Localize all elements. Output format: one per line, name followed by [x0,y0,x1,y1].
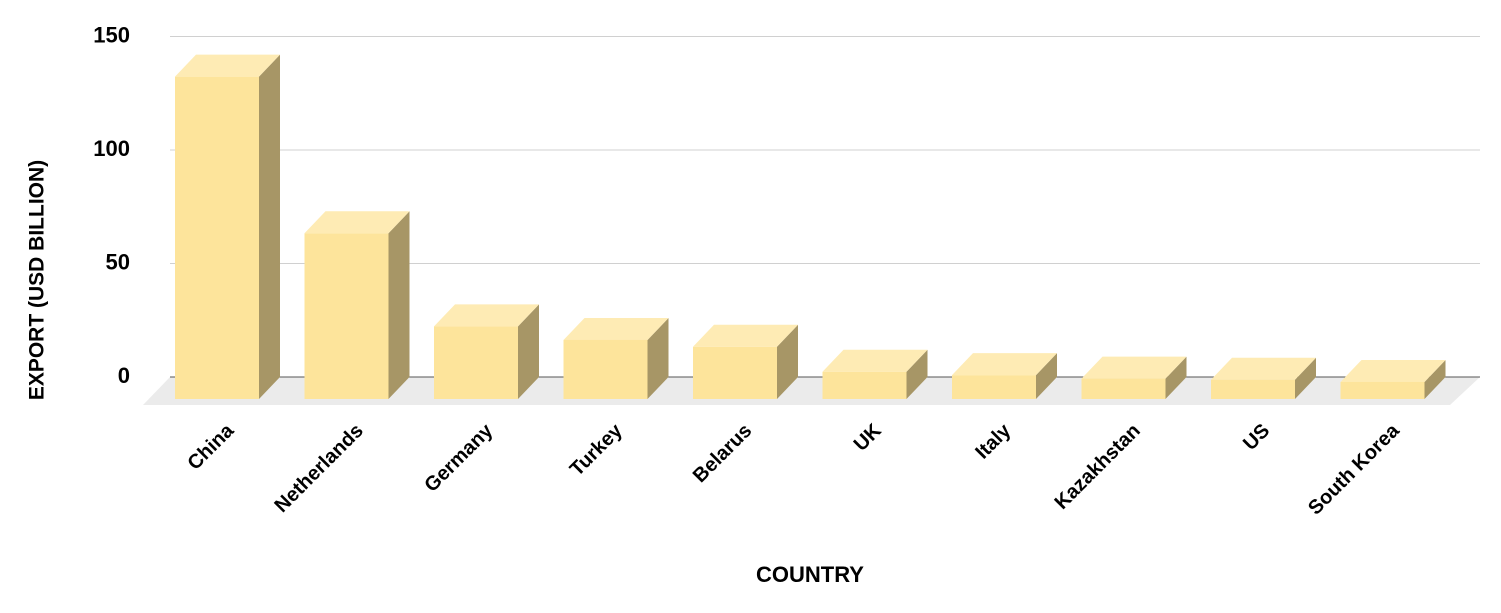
bar-top [822,349,928,372]
x-tick-label: US [1239,420,1274,455]
bar [1340,381,1425,399]
x-tick-label: South Korea [1304,419,1404,519]
bar-side [1424,359,1446,399]
bar-top [434,304,539,327]
bar-side [906,349,928,399]
y-tick-label: 50 [106,249,130,274]
x-tick-label: UK [850,419,886,455]
bar-top [1081,356,1187,379]
bar-top [563,317,669,340]
bar-side [259,54,280,399]
bar-side [777,324,798,399]
y-tick-label: 0 [118,363,130,388]
y-axis-title: EXPORT (USD BILLION) [26,160,49,400]
x-tick-label: Belarus [689,420,756,487]
bar-top [1211,357,1316,380]
bar-side [1165,356,1187,399]
bar-side [1295,357,1316,399]
bar [434,326,518,399]
x-tick-label: Netherlands [270,420,367,517]
bar [693,346,777,399]
bar [952,375,1036,399]
bar-top [1340,359,1446,382]
x-tick-label: Turkey [566,419,628,481]
bar [175,76,259,399]
y-tick-label: 150 [93,22,130,47]
bar-top [304,211,410,234]
bar-top [952,353,1057,376]
x-tick-label: Germany [420,419,497,496]
bar [563,339,648,399]
bar-side [647,317,669,399]
x-tick-label: China [183,419,238,474]
x-tick-label: Kazakhstan [1051,420,1145,514]
bar-side [1036,353,1057,399]
bar [822,371,907,399]
bar-side [518,304,539,399]
x-tick-label: Italy [971,419,1015,463]
y-tick-label: 100 [93,136,130,161]
bar [1081,378,1166,399]
bar [1211,379,1295,399]
x-axis-title: COUNTRY [756,562,864,587]
bar-top [175,54,280,77]
bar-side [388,211,410,399]
bar [304,233,389,399]
bar-top [693,324,798,347]
